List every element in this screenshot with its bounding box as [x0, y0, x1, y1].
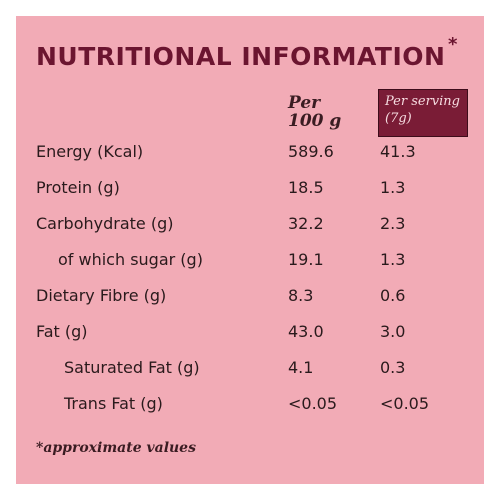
- row-label: Fat (g): [36, 322, 88, 341]
- row-label: Protein (g): [36, 178, 120, 197]
- title-asterisk: *: [448, 34, 458, 55]
- row-label: Carbohydrate (g): [36, 214, 174, 233]
- row-carbohydrate: Carbohydrate (g) 32.2 2.3: [16, 214, 484, 240]
- value-per-100g: 589.6: [288, 142, 334, 161]
- column-header-per-serving-line1: Per serving: [385, 94, 460, 109]
- value-per-serving: 41.3: [380, 142, 416, 161]
- footnote: *approximate values: [36, 440, 196, 456]
- value-per-100g: 19.1: [288, 250, 324, 269]
- nutrition-panel: NUTRITIONAL INFORMATION * Per 100 g Per …: [16, 16, 484, 484]
- value-per-serving: 0.6: [380, 286, 406, 305]
- row-dietary-fibre: Dietary Fibre (g) 8.3 0.6: [16, 286, 484, 312]
- value-per-100g: 8.3: [288, 286, 314, 305]
- value-per-serving: 1.3: [380, 178, 406, 197]
- row-label: Dietary Fibre (g): [36, 286, 167, 305]
- value-per-serving: 1.3: [380, 250, 406, 269]
- value-per-serving: 0.3: [380, 358, 406, 377]
- row-label: Trans Fat (g): [64, 394, 163, 413]
- value-per-serving: 2.3: [380, 214, 406, 233]
- row-sugar: of which sugar (g) 19.1 1.3: [16, 250, 484, 276]
- column-header-per-100g: Per 100 g: [288, 94, 341, 130]
- value-per-100g: 43.0: [288, 322, 324, 341]
- value-per-100g: 32.2: [288, 214, 324, 233]
- value-per-100g: <0.05: [288, 394, 338, 413]
- row-label: Saturated Fat (g): [64, 358, 200, 377]
- value-per-serving: 3.0: [380, 322, 406, 341]
- value-per-100g: 18.5: [288, 178, 324, 197]
- column-header-per-100g-line2: 100 g: [288, 111, 342, 131]
- value-per-100g: 4.1: [288, 358, 314, 377]
- row-saturated-fat: Saturated Fat (g) 4.1 0.3: [16, 358, 484, 384]
- row-label: Energy (Kcal): [36, 142, 144, 161]
- row-fat: Fat (g) 43.0 3.0: [16, 322, 484, 348]
- value-per-serving: <0.05: [380, 394, 430, 413]
- column-header-per-serving: Per serving (7g): [378, 89, 468, 137]
- row-trans-fat: Trans Fat (g) <0.05 <0.05: [16, 394, 484, 420]
- column-header-per-100g-line1: Per: [288, 93, 321, 113]
- row-protein: Protein (g) 18.5 1.3: [16, 178, 484, 204]
- row-label: of which sugar (g): [58, 250, 203, 269]
- row-energy: Energy (Kcal) 589.6 41.3: [16, 142, 484, 168]
- column-header-per-serving-line2: (7g): [385, 111, 412, 126]
- title: NUTRITIONAL INFORMATION: [36, 42, 446, 71]
